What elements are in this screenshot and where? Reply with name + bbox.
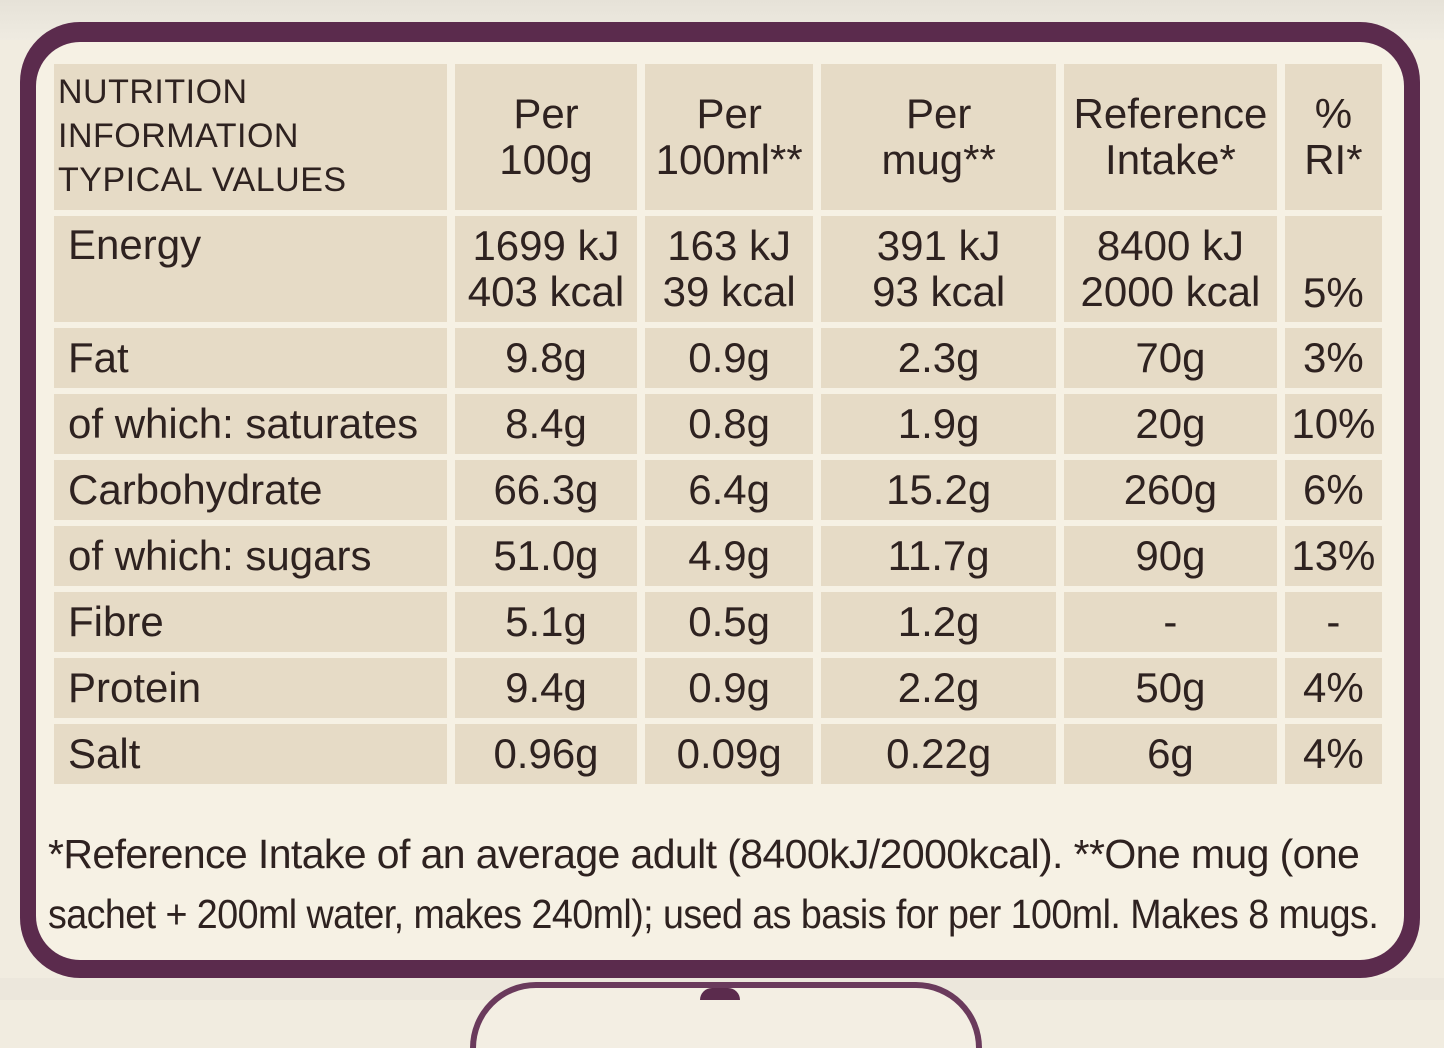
bottom-mark-decoration [700,988,740,1000]
header-reference-intake: Reference Intake* [1064,64,1277,210]
header-per-100g: Per 100g [454,64,638,210]
title-line: NUTRITION [58,73,248,111]
energy-per-mug: 391 kJ 93 kcal [821,216,1057,322]
value-per-100g: 9.8g [454,328,638,388]
value-reference-intake: 70g [1064,328,1277,388]
footnote-line: sachet + 200ml water, makes 240ml); used… [48,891,1379,937]
row-label: Salt [54,724,447,784]
energy-kcal: 403 kcal [467,268,625,315]
row-label: Fibre [54,592,447,652]
table-row: Carbohydrate 66.3g 6.4g 15.2g 260g 6% [54,460,1382,520]
value-ri-percent: 13% [1284,526,1382,586]
value-per-100ml: 0.09g [645,724,814,784]
energy-kcal: 2000 kcal [1080,268,1261,315]
value-per-100g: 0.96g [454,724,638,784]
value-per-100ml: 6.4g [645,460,814,520]
table-row: of which: sugars 51.0g 4.9g 11.7g 90g 13… [54,526,1382,586]
value-per-mug: 11.7g [821,526,1057,586]
header-line: 100ml** [655,136,803,183]
header-line: Per [905,90,972,137]
table-title: NUTRITION INFORMATION TYPICAL VALUES [54,64,447,210]
value-per-100ml: 0.9g [645,328,814,388]
header-line: Reference [1073,90,1268,137]
header-per-mug: Per mug** [821,64,1057,210]
value-ri-percent: 4% [1284,658,1382,718]
value-reference-intake: 50g [1064,658,1277,718]
value-reference-intake: 6g [1064,724,1277,784]
value-per-100ml: 4.9g [645,526,814,586]
energy-kj: 163 kJ [667,222,792,269]
row-label: Carbohydrate [54,460,447,520]
value-reference-intake: 20g [1064,394,1277,454]
energy-reference-intake: 8400 kJ 2000 kcal [1064,216,1277,322]
value-per-100g: 51.0g [454,526,638,586]
value-per-100g: 66.3g [454,460,638,520]
header-line: % [1314,90,1353,137]
value-per-mug: 0.22g [821,724,1057,784]
title-line: INFORMATION [58,117,299,155]
value-ri-percent: 3% [1284,328,1382,388]
value-per-mug: 2.2g [821,658,1057,718]
energy-kj: 8400 kJ [1096,222,1244,269]
value-per-mug: 1.2g [821,592,1057,652]
energy-label: Energy [54,216,447,322]
table-row: Fibre 5.1g 0.5g 1.2g - - [54,592,1382,652]
header-line: 100g [499,136,593,183]
row-label: Protein [54,658,447,718]
energy-row: Energy 1699 kJ 403 kcal 163 kJ 39 kcal 3… [54,216,1382,322]
footnote: *Reference Intake of an average adult (8… [48,824,1380,944]
header-line: Per [513,90,579,137]
table-row: Salt 0.96g 0.09g 0.22g 6g 4% [54,724,1382,784]
header-per-100ml: Per 100ml** [645,64,814,210]
title-line: TYPICAL VALUES [58,161,347,199]
energy-kj: 391 kJ [876,222,1001,269]
row-label: of which: sugars [54,526,447,586]
value-per-100g: 8.4g [454,394,638,454]
header-row: NUTRITION INFORMATION TYPICAL VALUES Per… [54,64,1382,210]
value-per-mug: 2.3g [821,328,1057,388]
value-per-mug: 1.9g [821,394,1057,454]
value-ri-percent: - [1284,592,1382,652]
table-row: of which: saturates 8.4g 0.8g 1.9g 20g 1… [54,394,1382,454]
row-label: of which: saturates [54,394,447,454]
value-reference-intake: 90g [1064,526,1277,586]
row-label: Fat [54,328,447,388]
value-ri-percent: 10% [1284,394,1382,454]
header-line: Per [696,90,762,137]
energy-kcal: 93 kcal [872,268,1006,315]
energy-kj: 1699 kJ [472,222,620,269]
header-line: Intake* [1105,136,1236,183]
value-ri-percent: 4% [1284,724,1382,784]
energy-ri-percent: 5% [1284,216,1382,322]
footnote-line: *Reference Intake of an average adult (8… [48,831,1360,877]
value-per-100ml: 0.9g [645,658,814,718]
value-per-100g: 9.4g [454,658,638,718]
value-per-100ml: 0.5g [645,592,814,652]
value-per-mug: 15.2g [821,460,1057,520]
value-ri-percent: 6% [1284,460,1382,520]
energy-per-100ml: 163 kJ 39 kcal [645,216,814,322]
energy-per-100g: 1699 kJ 403 kcal [454,216,638,322]
header-line: RI* [1304,136,1363,183]
value-per-100g: 5.1g [454,592,638,652]
energy-kcal: 39 kcal [662,268,796,315]
nutrition-table: NUTRITION INFORMATION TYPICAL VALUES Per… [46,58,1390,790]
header-ri-percent: % RI* [1284,64,1382,210]
header-line: mug** [881,136,996,183]
value-reference-intake: 260g [1064,460,1277,520]
value-reference-intake: - [1064,592,1277,652]
value-per-100ml: 0.8g [645,394,814,454]
table-row: Protein 9.4g 0.9g 2.2g 50g 4% [54,658,1382,718]
table-row: Fat 9.8g 0.9g 2.3g 70g 3% [54,328,1382,388]
